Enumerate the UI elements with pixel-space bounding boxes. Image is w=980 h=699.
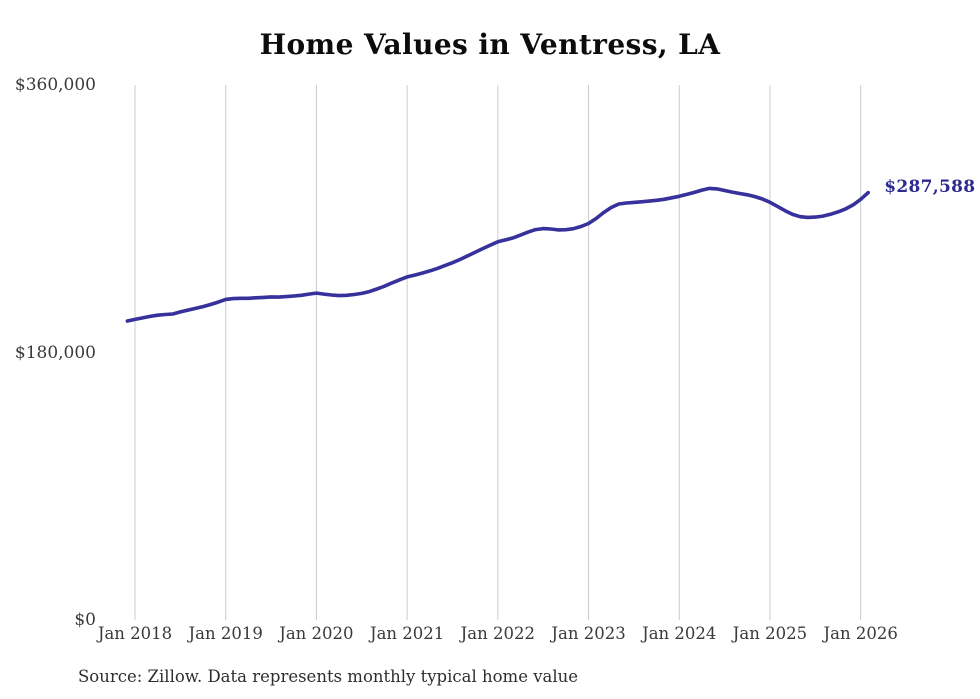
x-axis-label: Jan 2018 (97, 624, 173, 643)
x-axis-label: Jan 2019 (188, 624, 263, 643)
x-axis-label: Jan 2022 (460, 624, 535, 643)
source-note: Source: Zillow. Data represents monthly … (78, 667, 579, 686)
x-axis-label: Jan 2024 (642, 624, 717, 643)
x-axis-label: Jan 2021 (369, 624, 445, 643)
home-value-line (125, 186, 871, 323)
x-axis-label: Jan 2020 (279, 624, 354, 643)
x-axis-label: Jan 2023 (551, 624, 626, 643)
chart-title: Home Values in Ventress, LA (259, 28, 721, 61)
y-axis-label: $0 (74, 610, 96, 630)
x-axis-label: Jan 2025 (732, 624, 808, 643)
y-axis-label: $360,000 (14, 75, 96, 95)
y-axis-label: $180,000 (14, 342, 96, 363)
x-axis-label: Jan 2026 (823, 624, 898, 643)
gridlines (134, 85, 862, 620)
current-value-label: $287,588 (884, 176, 976, 197)
